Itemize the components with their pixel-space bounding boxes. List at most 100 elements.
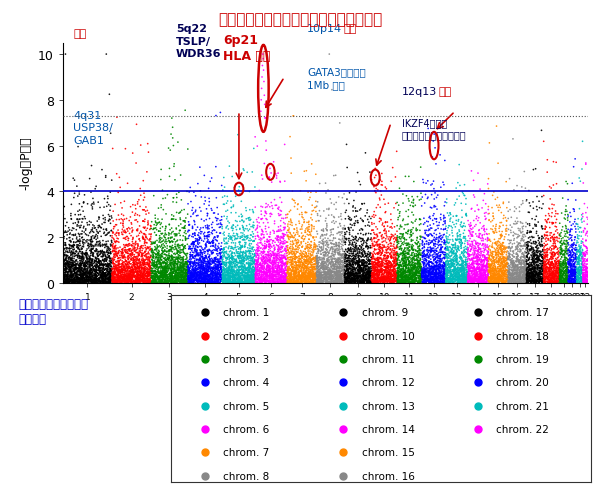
Point <box>394 257 404 265</box>
Point <box>526 240 536 248</box>
Point <box>426 275 436 283</box>
Point <box>568 266 577 273</box>
Point <box>345 241 355 249</box>
Point <box>129 253 139 261</box>
Point <box>122 270 131 278</box>
Point <box>453 180 463 187</box>
Point <box>305 272 314 280</box>
Point <box>61 262 70 270</box>
Point <box>146 245 155 253</box>
Point <box>543 275 553 283</box>
Point <box>195 277 205 285</box>
Point <box>516 219 526 227</box>
Point <box>405 243 415 251</box>
Point <box>133 272 143 279</box>
Point <box>227 272 237 280</box>
Point <box>271 257 281 265</box>
Point <box>320 268 330 276</box>
Point <box>181 256 190 264</box>
Point <box>346 278 356 286</box>
Point <box>397 263 406 271</box>
Point <box>467 257 476 264</box>
Point <box>370 257 380 264</box>
Point <box>359 264 369 272</box>
Point <box>79 272 88 279</box>
Point <box>301 269 310 277</box>
Point <box>574 265 583 272</box>
Point <box>372 231 382 239</box>
Point <box>67 272 76 280</box>
Point <box>65 268 75 275</box>
Point <box>97 271 106 278</box>
Point <box>390 249 400 257</box>
Point <box>144 270 154 277</box>
Point <box>295 270 304 277</box>
Point <box>233 278 243 286</box>
Point <box>246 273 256 281</box>
Point <box>506 271 516 278</box>
Point <box>265 244 274 252</box>
Point <box>511 205 521 213</box>
Point <box>258 271 268 279</box>
Point <box>213 272 223 279</box>
Point <box>369 273 379 281</box>
Point <box>94 259 104 267</box>
Point <box>276 275 286 283</box>
Point <box>228 268 238 276</box>
Point <box>100 273 110 281</box>
Point <box>575 205 584 213</box>
Point <box>437 249 446 257</box>
Point <box>206 264 216 272</box>
Point <box>250 184 260 192</box>
Point <box>464 274 474 282</box>
Point <box>266 271 276 278</box>
Point <box>364 274 373 282</box>
Point <box>526 279 536 287</box>
Point <box>292 272 302 280</box>
Point <box>344 254 353 261</box>
Point <box>269 268 279 275</box>
Point <box>556 244 566 252</box>
Point <box>195 235 205 243</box>
Point <box>417 271 427 279</box>
Point <box>319 265 328 273</box>
Point <box>235 238 244 246</box>
Point <box>523 278 533 286</box>
Point <box>463 244 472 252</box>
Point <box>316 251 325 258</box>
Point <box>126 268 136 275</box>
Point <box>236 278 245 286</box>
Point <box>59 274 69 282</box>
Point <box>242 278 252 286</box>
Point <box>513 233 523 241</box>
Point <box>549 273 559 281</box>
Point <box>475 265 484 272</box>
Point <box>521 246 531 254</box>
Point <box>312 263 322 271</box>
Point <box>404 266 413 273</box>
Point <box>386 271 395 278</box>
Point <box>193 268 203 276</box>
Point <box>99 264 109 272</box>
Point <box>88 278 97 286</box>
Point <box>68 257 78 265</box>
Point <box>287 261 296 269</box>
Point <box>560 258 570 266</box>
Point <box>219 246 229 254</box>
Point <box>530 268 539 275</box>
Point <box>441 272 451 279</box>
Point <box>267 243 277 251</box>
Point <box>214 270 223 278</box>
Point <box>512 253 521 261</box>
Point <box>399 250 409 258</box>
Point <box>226 278 236 286</box>
Point <box>350 279 360 287</box>
Point <box>228 278 238 286</box>
Point <box>323 261 333 269</box>
Point <box>181 271 191 278</box>
Point <box>373 242 382 250</box>
Point <box>209 278 218 286</box>
Point <box>145 264 155 272</box>
Point <box>193 272 203 280</box>
Point <box>452 273 462 281</box>
